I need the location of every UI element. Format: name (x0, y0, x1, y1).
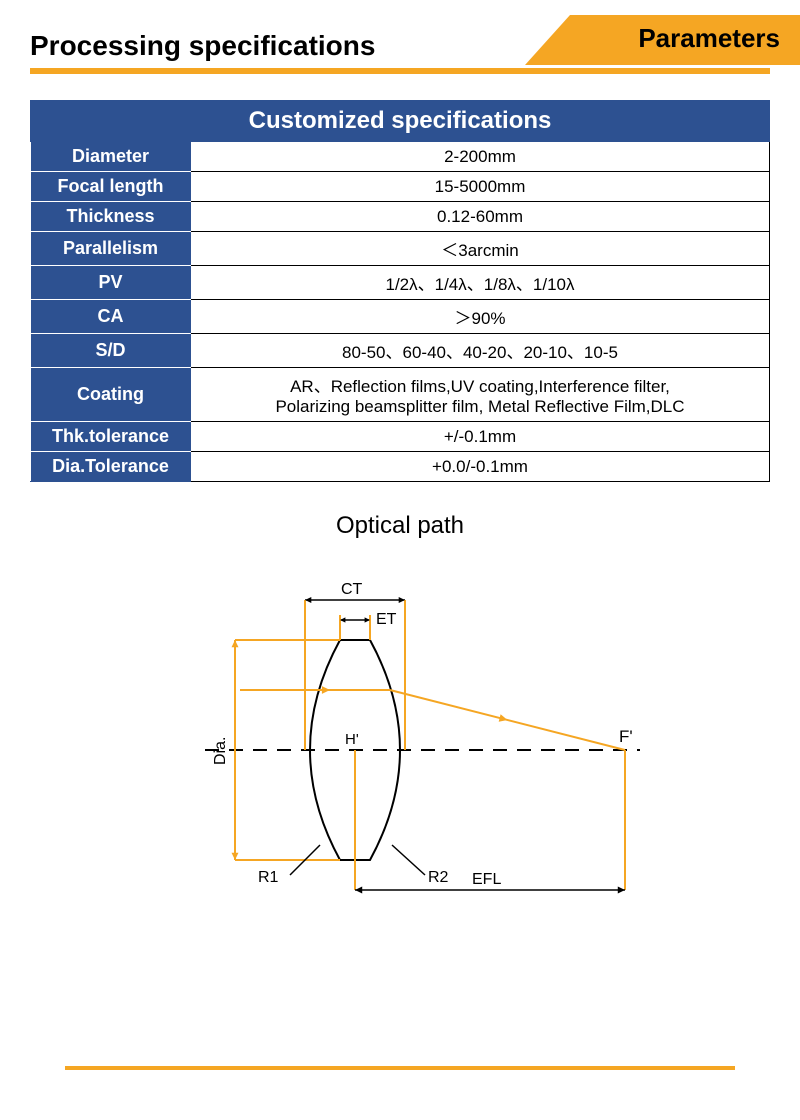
table-row-value: 15-5000mm (191, 172, 770, 202)
table-row-value: AR、Reflection films,UV coating,Interfere… (191, 368, 770, 422)
table-row-value: 2-200mm (191, 142, 770, 172)
table-row-label: Dia.Tolerance (31, 452, 191, 482)
table-row-value: 80-50、60-40、40-20、20-10、10-5 (191, 334, 770, 368)
table-row-label: CA (31, 300, 191, 334)
svg-text:R1: R1 (258, 869, 279, 886)
table-row: Thickness0.12-60mm (31, 202, 770, 232)
page-header: Processing specifications Parameters (30, 20, 770, 80)
table-row-label: Thickness (31, 202, 191, 232)
diagram-title: Optical path (0, 512, 800, 540)
table-row: Dia.Tolerance+0.0/-0.1mm (31, 452, 770, 482)
table-row: CoatingAR、Reflection films,UV coating,In… (31, 368, 770, 422)
table-row-value: 0.12-60mm (191, 202, 770, 232)
parameters-badge: Parameters (520, 15, 800, 70)
table-row-value: ＜3arcmin (191, 232, 770, 266)
table-row-value: ＞90% (191, 300, 770, 334)
table-row-label: Focal length (31, 172, 191, 202)
table-row: S/D80-50、60-40、40-20、20-10、10-5 (31, 334, 770, 368)
parameters-badge-label: Parameters (638, 23, 780, 54)
table-row: PV1/2λ、1/4λ、1/8λ、1/10λ (31, 266, 770, 300)
table-row-label: S/D (31, 334, 191, 368)
table-row-value: +0.0/-0.1mm (191, 452, 770, 482)
table-row: Diameter2-200mm (31, 142, 770, 172)
optical-path-diagram: Dia. CT ET H' F' R1 R2 EFL (130, 560, 670, 920)
table-row-value: +/-0.1mm (191, 422, 770, 452)
svg-text:EFL: EFL (472, 871, 501, 888)
svg-text:F': F' (619, 727, 633, 746)
table-row-label: Thk.tolerance (31, 422, 191, 452)
specifications-table: Customized specifications Diameter2-200m… (30, 100, 770, 482)
table-row-label: Coating (31, 368, 191, 422)
table-row: Parallelism＜3arcmin (31, 232, 770, 266)
table-row: Thk.tolerance+/-0.1mm (31, 422, 770, 452)
svg-text:H': H' (345, 731, 359, 748)
svg-text:R2: R2 (428, 869, 449, 886)
table-title: Customized specifications (31, 101, 770, 142)
table-row: CA＞90% (31, 300, 770, 334)
svg-text:ET: ET (376, 611, 397, 628)
footer-line (65, 1066, 735, 1070)
table-row: Focal length15-5000mm (31, 172, 770, 202)
table-row-label: Diameter (31, 142, 191, 172)
table-row-value: 1/2λ、1/4λ、1/8λ、1/10λ (191, 266, 770, 300)
svg-text:CT: CT (341, 581, 363, 598)
table-row-label: Parallelism (31, 232, 191, 266)
table-row-label: PV (31, 266, 191, 300)
svg-text:Dia.: Dia. (212, 737, 229, 765)
